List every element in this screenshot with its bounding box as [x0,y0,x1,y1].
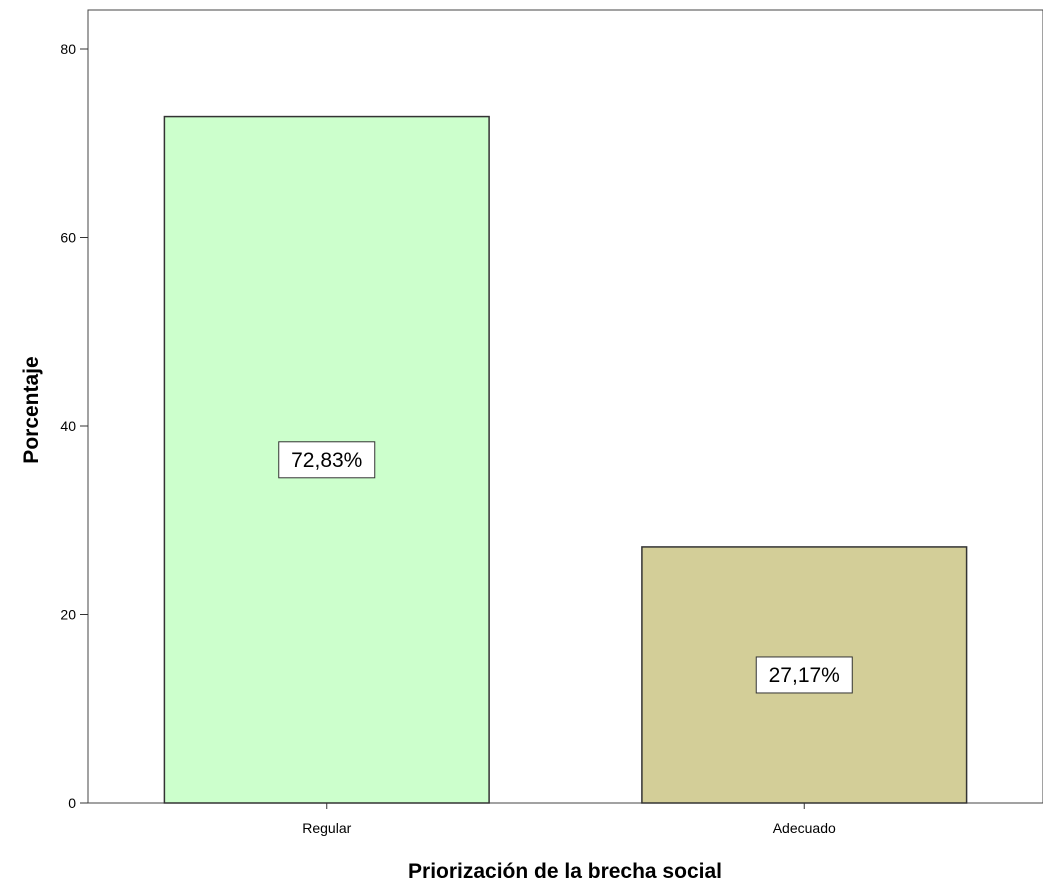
data-label-box [278,441,376,479]
y-axis-title: Porcentaje [20,356,43,463]
y-tick-label: 20 [60,607,76,623]
y-axis: 0 20 40 60 80 [60,41,88,811]
y-tick-label: 40 [60,418,76,434]
data-labels-layer: 72,83% 27,17% [278,441,853,694]
data-label-regular: 72,83% [278,441,376,479]
data-label-text: 72,83% [291,449,362,472]
y-tick-label: 80 [60,41,76,57]
x-tick-label: Adecuado [773,820,836,836]
y-tick-label: 0 [68,795,76,811]
data-label-box [755,656,853,694]
x-axis-title: Priorización de la brecha social [408,860,722,883]
x-axis: Regular Adecuado [302,803,836,836]
y-tick-label: 60 [60,230,76,246]
data-label-adecuado: 27,17% [755,656,853,694]
data-label-text: 27,17% [769,664,840,687]
x-tick-label: Regular [302,820,351,836]
